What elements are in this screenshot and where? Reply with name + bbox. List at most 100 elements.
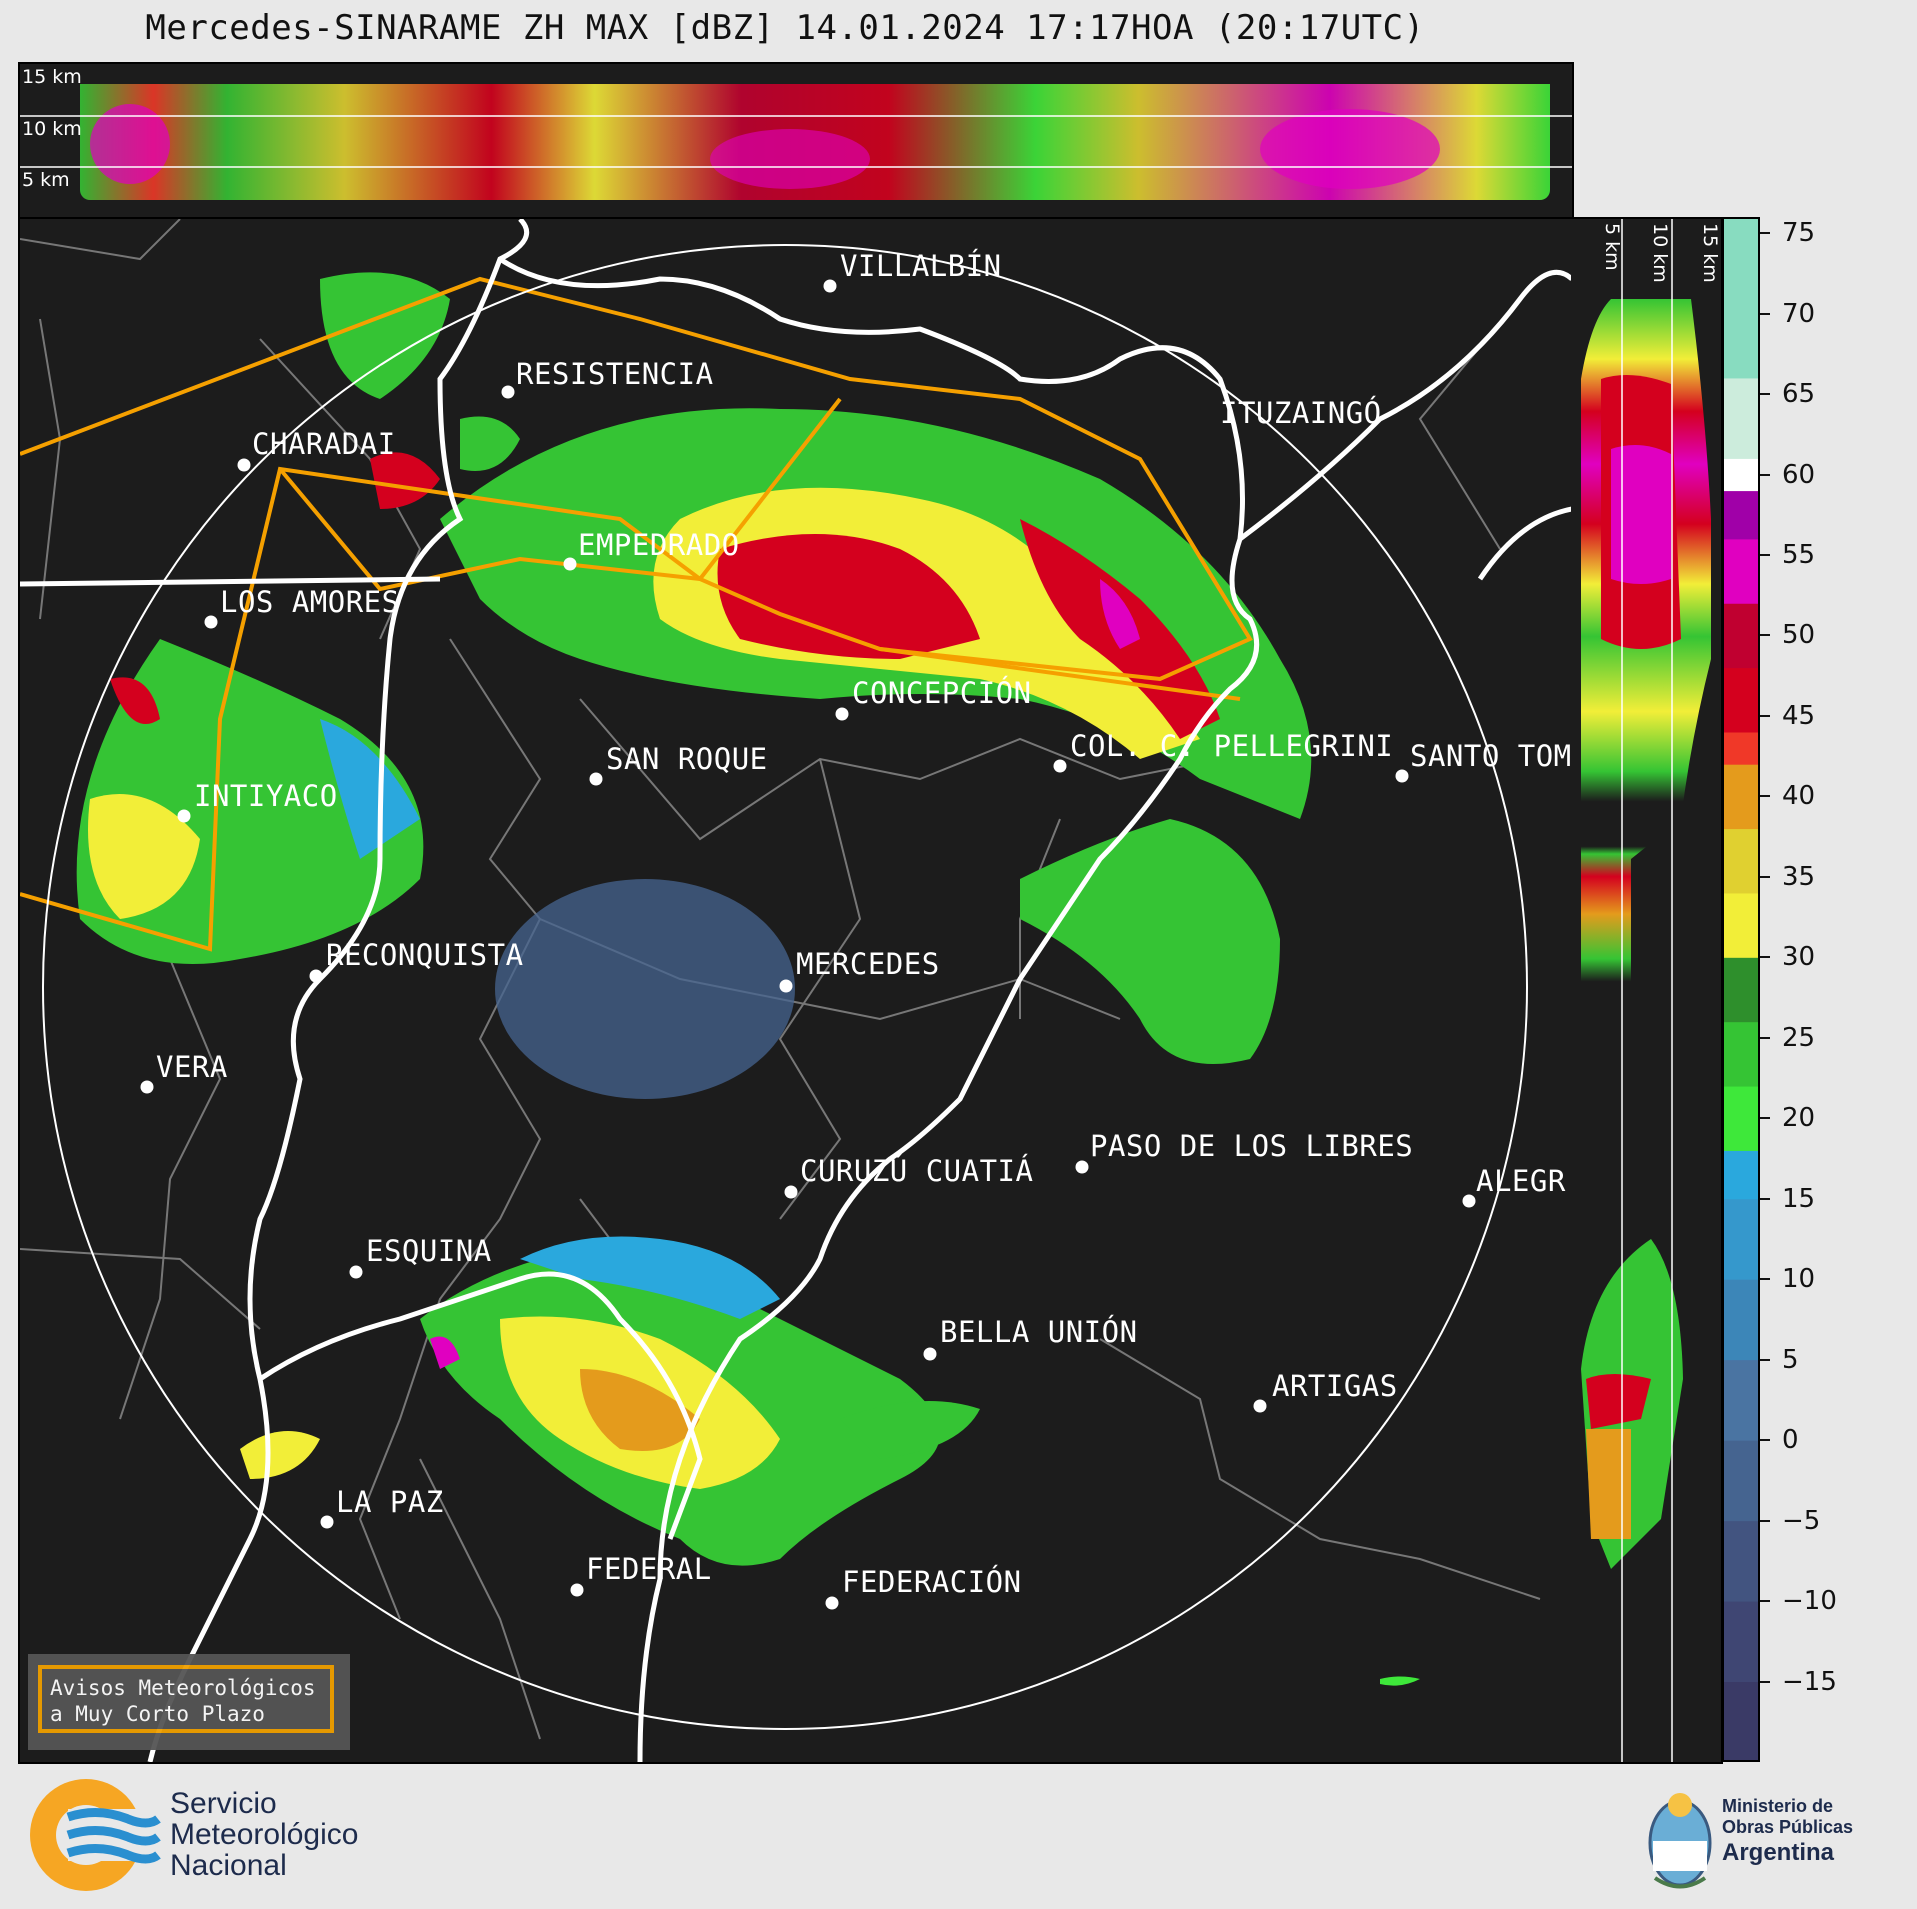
- colorbar-tick-mark: [1760, 473, 1770, 476]
- colorbar-tick-label: 75: [1782, 218, 1816, 249]
- colorbar-tick-mark: [1760, 795, 1770, 798]
- warnings-box[interactable]: Avisos Meteorológicos a Muy Corto Plazo: [28, 1654, 350, 1750]
- colorbar-segment: [1722, 458, 1760, 492]
- city-marker: [563, 557, 577, 571]
- colorbar-tick-mark: [1760, 1358, 1770, 1361]
- colorbar-tick-label: 55: [1782, 539, 1816, 570]
- colorbar-segment: [1722, 1086, 1760, 1151]
- colorbar-segment: [1722, 828, 1760, 894]
- city-label: INTIYACO: [194, 779, 338, 813]
- warning-polygons: [20, 276, 1253, 952]
- warnings-box-label: Avisos Meteorológicos a Muy Corto Plazo: [38, 1665, 334, 1733]
- smn-line-1: Servicio: [170, 1787, 277, 1820]
- colorbar-tick-mark: [1760, 312, 1770, 315]
- city-marker: [589, 772, 603, 786]
- colorbar-tick-label: 5: [1782, 1344, 1799, 1375]
- city-marker: [177, 809, 191, 823]
- colorbar-tick-mark: [1760, 1680, 1770, 1683]
- ministry-logo: [1648, 1793, 1712, 1889]
- city-label: FEDERAL: [586, 1552, 712, 1586]
- colorbar-tick-mark: [1760, 1600, 1770, 1603]
- colorbar-tick-mark: [1760, 1117, 1770, 1120]
- city-label: VERA: [156, 1050, 228, 1084]
- colorbar: [1722, 217, 1760, 1762]
- city-marker: [501, 385, 515, 399]
- colorbar-tick-mark: [1760, 1197, 1770, 1200]
- colorbar-tick-mark: [1760, 1439, 1770, 1442]
- altitude-label-15km: 15 km: [22, 66, 82, 88]
- colorbar-ticks: 75 70 65 60 55 50 45 40 35 30 25 20 15 10 5 0 −5 −10 −15: [1760, 217, 1880, 1762]
- city-label: LOS AMORES: [220, 585, 400, 619]
- colorbar-tick-label: 40: [1782, 781, 1816, 812]
- colorbar-segment: [1722, 732, 1760, 765]
- colorbar-segment: [1722, 1279, 1760, 1361]
- colorbar-tick-mark: [1760, 232, 1770, 235]
- city-marker: [237, 458, 251, 472]
- city-marker: [309, 969, 323, 983]
- colorbar-tick-label: 20: [1782, 1103, 1816, 1134]
- city-marker: [204, 615, 218, 629]
- city-marker: [320, 1515, 334, 1529]
- city-label: ALEGR: [1476, 1164, 1566, 1198]
- side-cross-section-panel: 5 km 10 km 15 km: [1571, 217, 1723, 1764]
- city-marker: [923, 1347, 937, 1361]
- city-label: ESQUINA: [366, 1234, 492, 1268]
- colorbar-tick-mark: [1760, 393, 1770, 396]
- top-cross-section-panel: 15 km 10 km 5 km: [18, 62, 1574, 220]
- altitude-label-10km: 10 km: [22, 118, 82, 140]
- city-label: SANTO TOM: [1410, 739, 1572, 773]
- colorbar-segment: [1722, 603, 1760, 669]
- city-label: VILLALBÍN: [840, 249, 1002, 283]
- colorbar-border: [1722, 217, 1760, 1762]
- ministry-line-1: Ministerio de: [1722, 1796, 1834, 1816]
- colorbar-tick-label: 45: [1782, 700, 1816, 731]
- colorbar-tick-mark: [1760, 714, 1770, 717]
- colorbar-segment: [1722, 377, 1760, 459]
- colorbar-segment: [1722, 1440, 1760, 1522]
- colorbar-tick-mark: [1760, 956, 1770, 959]
- smn-logo: [30, 1779, 188, 1891]
- ministry-line-2: Obras Públicas: [1722, 1817, 1854, 1837]
- city-marker: [140, 1080, 154, 1094]
- colorbar-segment: [1722, 1681, 1760, 1762]
- city-label: CONCEPCIÓN: [852, 676, 1032, 710]
- colorbar-tick-label: 0: [1782, 1425, 1799, 1456]
- city-label: LA PAZ: [336, 1485, 444, 1519]
- colorbar-tick-label: 10: [1782, 1264, 1816, 1295]
- colorbar-segment: [1722, 957, 1760, 1023]
- colorbar-tick-label: −15: [1782, 1666, 1837, 1697]
- city-label: COL. C. PELLEGRINI: [1070, 729, 1394, 763]
- colorbar-tick-mark: [1760, 875, 1770, 878]
- city-label: CURUZÚ CUATIÁ: [800, 1154, 1034, 1188]
- ministry-line-3: Argentina: [1722, 1839, 1835, 1866]
- colorbar-tick-mark: [1760, 634, 1770, 637]
- city-label: ARTIGAS: [1272, 1369, 1398, 1403]
- colorbar-tick-label: 30: [1782, 942, 1816, 973]
- city-marker: [1462, 1194, 1476, 1208]
- colorbar-segment: [1722, 217, 1760, 379]
- colorbar-segment: [1722, 1198, 1760, 1280]
- city-label: MERCEDES: [796, 947, 940, 981]
- city-label: RECONQUISTA: [326, 938, 524, 972]
- altitude-label-5km-side: 5 km: [1601, 223, 1623, 271]
- city-label: BELLA UNIÓN: [940, 1315, 1138, 1349]
- colorbar-tick-label: 65: [1782, 379, 1816, 410]
- colorbar-segment: [1722, 1359, 1760, 1441]
- city-marker: [1053, 759, 1067, 773]
- colorbar-segment: [1722, 1601, 1760, 1683]
- city-marker: [570, 1583, 584, 1597]
- colorbar-segment: [1722, 1150, 1760, 1200]
- colorbar-tick-mark: [1760, 1278, 1770, 1281]
- colorbar-segment: [1722, 764, 1760, 830]
- altitude-label-10km-side: 10 km: [1649, 223, 1671, 283]
- city-marker: [779, 979, 793, 993]
- smn-line-3: Nacional: [170, 1849, 287, 1882]
- altitude-label-15km-side: 15 km: [1699, 223, 1721, 283]
- colorbar-tick-label: 35: [1782, 861, 1816, 892]
- city-marker: [825, 1596, 839, 1610]
- city-label: FEDERACIÓN: [842, 1565, 1022, 1599]
- city-label: PASO DE LOS LIBRES: [1090, 1129, 1414, 1163]
- colorbar-tick-mark: [1760, 1036, 1770, 1039]
- radar-map-graphics: [20, 219, 1572, 1762]
- colorbar-tick-label: 50: [1782, 620, 1816, 651]
